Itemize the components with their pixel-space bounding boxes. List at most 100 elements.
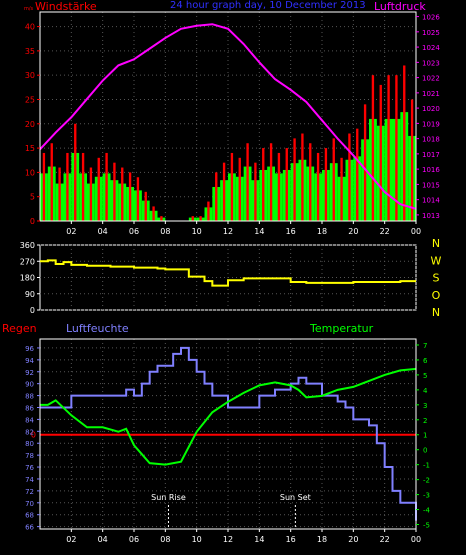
x-tick-label: 04 (98, 227, 108, 236)
wind-speed-bar (50, 143, 53, 221)
wind-speed-bar (277, 152, 281, 221)
wind-speed-unit: m/s (24, 6, 34, 12)
wind-speed-bar (363, 104, 367, 221)
wind-speed-bar (199, 216, 202, 221)
y-left-tick-label: 96 (25, 345, 34, 353)
wind-speed-bar (324, 148, 328, 221)
y-left-tick-label: 90 (25, 381, 34, 389)
y-right-tick-label: -1 (423, 462, 430, 470)
y-left-tick-label: 76 (25, 464, 34, 472)
y-left-tick-label: 92 (25, 369, 34, 377)
x-tick-label: 06 (129, 535, 139, 544)
y-right-tick-label: 1016 (422, 166, 440, 174)
x-tick-label: 06 (129, 227, 139, 236)
y-right-tick-label: 1022 (422, 75, 440, 83)
y-right-tick-label: 1019 (422, 120, 440, 128)
x-tick-label: 08 (160, 227, 170, 236)
rain-label: Regen (2, 322, 37, 335)
y-right-tick-label: 4 (423, 387, 428, 395)
rain-axis-tick-label: 0 (31, 431, 36, 440)
y-right-tick-label: 0 (423, 447, 427, 455)
y-right-tick-label: -2 (423, 477, 430, 485)
x-tick-label: 16 (286, 535, 296, 544)
wind-speed-bar (89, 167, 93, 221)
wind-speed-bar (74, 123, 77, 221)
sun-marker-label: Sun Set (280, 493, 311, 502)
y-right-tick-label: 1020 (422, 105, 440, 113)
y-left-tick-label: 10 (25, 168, 35, 177)
x-tick-label: 22 (380, 535, 390, 544)
wind-speed-bar (301, 133, 304, 221)
compass-letter: S (433, 272, 440, 285)
y-right-tick-label: 1026 (422, 14, 440, 22)
y-left-tick-label: 72 (25, 488, 34, 496)
wind-speed-bar (215, 172, 218, 221)
wind-speed-bar (121, 167, 124, 221)
wind-speed-bar (160, 216, 163, 221)
wind-speed-bar (207, 201, 210, 221)
y-right-tick-label: 1017 (422, 151, 440, 159)
wind-speed-bar (340, 157, 343, 221)
wind-speed-bar (395, 75, 398, 222)
wind-speed-bar (66, 152, 69, 221)
x-tick-label: 04 (98, 535, 108, 544)
wind-speed-bar (316, 152, 320, 221)
y-left-tick-label: 80 (25, 440, 34, 448)
y-right-tick-label: 7 (423, 342, 427, 350)
y-left-tick-label: 20 (25, 120, 35, 129)
y-right-tick-label: 1015 (422, 181, 440, 189)
y-right-tick-label: 3 (423, 402, 427, 410)
wind-speed-bar (42, 152, 46, 221)
x-tick-label: 20 (348, 535, 358, 544)
wind-speed-bar (254, 162, 257, 221)
chart-title: 24 hour graph day, 10 December 2013 (170, 0, 366, 11)
y-left-tick-label: 25 (25, 95, 35, 104)
wind-speed-bar (113, 162, 116, 221)
y-left-tick-label: 0 (30, 217, 35, 226)
wind-speed-bar (262, 148, 265, 221)
x-tick-label: 20 (348, 227, 358, 236)
y-tick-label: 270 (20, 257, 35, 266)
y-left-tick-label: 5 (30, 193, 35, 202)
y-left-tick-label: 66 (25, 524, 34, 532)
x-tick-label: 12 (223, 535, 233, 544)
temperature-line (40, 367, 417, 466)
compass-letter: O (432, 289, 441, 302)
wind-speed-bar (128, 172, 132, 221)
y-tick-label: 180 (20, 274, 35, 283)
wind-speed-bar (81, 152, 85, 221)
x-tick-label: 12 (223, 227, 233, 236)
y-left-tick-label: 35 (25, 47, 35, 56)
wind-speed-bar (403, 65, 406, 221)
wind-speed-bar (309, 143, 312, 221)
y-right-tick-label: 2 (423, 417, 427, 425)
y-right-tick-label: 1024 (422, 44, 440, 52)
x-tick-label: 10 (192, 227, 202, 236)
y-tick-label: 0 (30, 306, 35, 315)
y-right-tick-label: 1021 (422, 90, 440, 98)
y-left-tick-label: 86 (25, 404, 34, 412)
x-tick-label: 00 (411, 227, 421, 236)
sun-marker-label: Sun Rise (151, 493, 186, 502)
x-tick-label: 18 (317, 535, 327, 544)
y-tick-label: 360 (20, 241, 35, 250)
y-left-tick-label: 68 (25, 512, 34, 520)
wind-speed-bar (387, 75, 390, 222)
wind-speed-bar (191, 216, 194, 221)
wind-speed-bar (285, 148, 288, 221)
x-tick-label: 14 (254, 535, 264, 544)
y-tick-label: 90 (25, 290, 35, 299)
wind-speed-bar (246, 143, 249, 221)
y-left-tick-label: 84 (25, 416, 34, 424)
compass-letter: N (432, 306, 440, 319)
pressure-line (39, 23, 417, 210)
y-right-tick-label: -3 (423, 492, 430, 500)
wind-speed-bar (356, 128, 359, 221)
humidity-label: Luftfeuchte (66, 322, 129, 335)
x-tick-label: 22 (380, 227, 390, 236)
humidity-line (40, 346, 417, 521)
y-right-tick-label: 1014 (422, 197, 440, 205)
